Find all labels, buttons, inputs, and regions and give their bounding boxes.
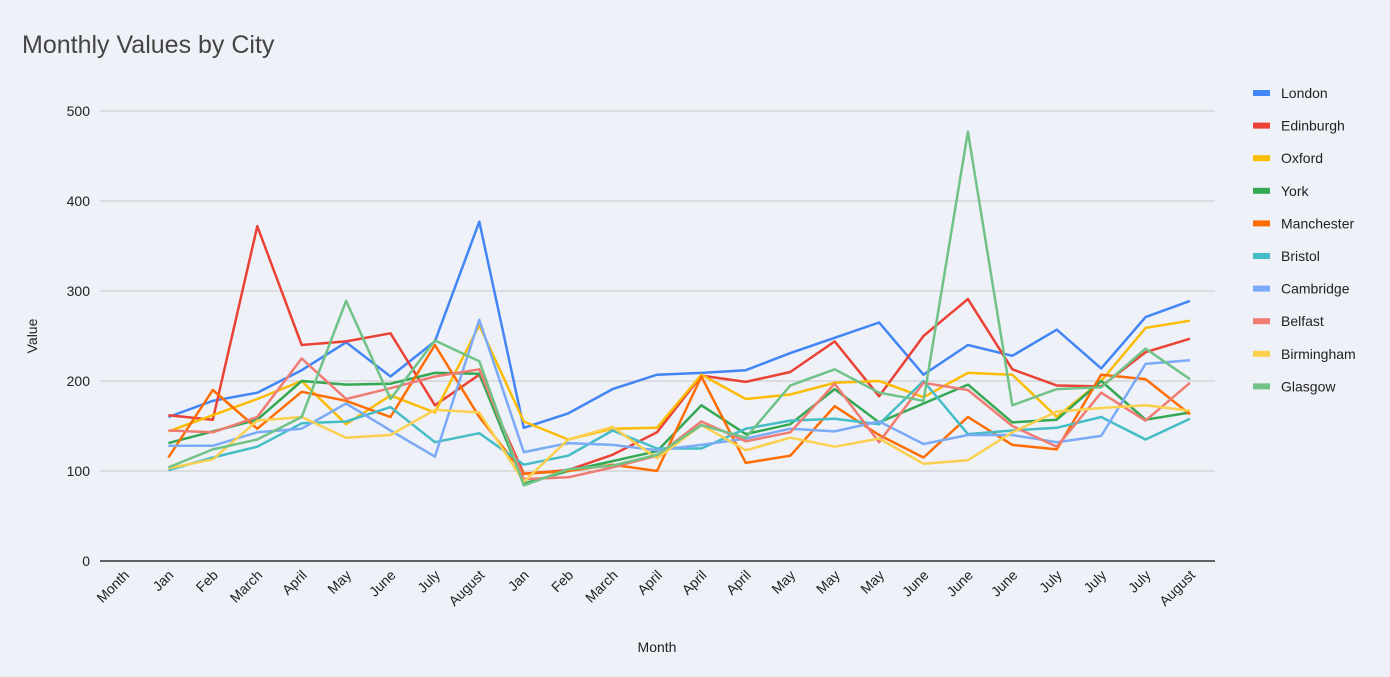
- y-tick-labels: 0 100 200 300 400 500: [67, 103, 91, 569]
- x-axis-label: Month: [638, 639, 677, 655]
- legend-swatch-manchester: [1253, 220, 1270, 227]
- x-tick-label: August: [445, 567, 487, 609]
- legend-swatch-cambridge: [1253, 285, 1270, 292]
- legend-label-manchester: Manchester: [1281, 215, 1354, 231]
- y-tick-label: 400: [67, 193, 91, 209]
- x-tick-label: March: [582, 567, 621, 606]
- x-tick-label: June: [943, 567, 976, 600]
- x-tick-label: Jan: [149, 567, 176, 594]
- legend: London Edinburgh Oxford York Manchester Brist…: [1253, 85, 1356, 394]
- legend-label-belfast: Belfast: [1281, 313, 1324, 329]
- series-line-cambridge: [168, 318, 1191, 458]
- series-line-oxford: [167, 319, 1191, 441]
- x-tick-label: Feb: [548, 567, 577, 596]
- y-tick-label: 0: [82, 553, 90, 569]
- x-tick-label: Month: [93, 567, 132, 606]
- x-tick-label: May: [857, 567, 887, 597]
- x-tick-label: April: [279, 567, 310, 598]
- y-tick-label: 100: [67, 463, 91, 479]
- series-line-london: [167, 220, 1191, 430]
- y-tick-label: 500: [67, 103, 91, 119]
- legend-label-glasgow: Glasgow: [1281, 378, 1336, 394]
- legend-swatch-london: [1253, 90, 1270, 96]
- x-tick-label: June: [988, 567, 1021, 600]
- legend-label-london: London: [1281, 85, 1328, 101]
- x-tick-label: July: [1036, 567, 1065, 596]
- legend-swatch-belfast: [1253, 318, 1270, 325]
- legend-swatch-glasgow: [1253, 383, 1270, 390]
- series-line-york: [168, 371, 1191, 485]
- series-line-glasgow: [167, 130, 1191, 487]
- legend-swatch-edinburgh: [1253, 122, 1270, 129]
- x-tick-label: Jan: [505, 567, 532, 594]
- x-tick-label: March: [227, 567, 266, 606]
- x-tick-label: August: [1156, 567, 1198, 609]
- x-tick-labels: Month Jan Feb March April May June July August Ja…: [93, 567, 1198, 609]
- x-tick-label: June: [366, 567, 399, 600]
- x-tick-label: May: [324, 567, 354, 597]
- legend-label-birmingham: Birmingham: [1281, 346, 1356, 362]
- series-line-birmingham: [168, 404, 1191, 484]
- legend-swatch-bristol: [1253, 253, 1270, 259]
- series-line-manchester: [167, 343, 1191, 475]
- x-tick-label: May: [768, 567, 798, 597]
- x-tick-label: July: [1125, 567, 1154, 596]
- legend-swatch-york: [1253, 187, 1270, 194]
- x-tick-label: April: [634, 567, 665, 598]
- y-axis-label: Value: [24, 318, 40, 353]
- legend-swatch-birmingham: [1253, 350, 1270, 357]
- x-tick-label: April: [678, 567, 709, 598]
- chart-title: Monthly Values by City: [22, 31, 275, 59]
- legend-label-york: York: [1281, 183, 1310, 199]
- x-tick-label: Feb: [193, 567, 222, 596]
- y-tick-label: 300: [67, 283, 91, 299]
- legend-label-oxford: Oxford: [1281, 150, 1323, 166]
- legend-swatch-oxford: [1253, 155, 1270, 162]
- legend-label-edinburgh: Edinburgh: [1281, 118, 1345, 134]
- x-tick-label: May: [813, 567, 843, 597]
- x-tick-label: June: [899, 567, 932, 600]
- legend-label-cambridge: Cambridge: [1281, 281, 1350, 297]
- x-tick-label: July: [1080, 567, 1109, 596]
- y-tick-label: 200: [67, 373, 91, 389]
- legend-label-bristol: Bristol: [1281, 248, 1320, 264]
- series-line-edinburgh: [168, 224, 1191, 475]
- x-tick-label: April: [723, 567, 754, 598]
- x-tick-label: July: [414, 567, 443, 596]
- series-lines: [167, 130, 1191, 487]
